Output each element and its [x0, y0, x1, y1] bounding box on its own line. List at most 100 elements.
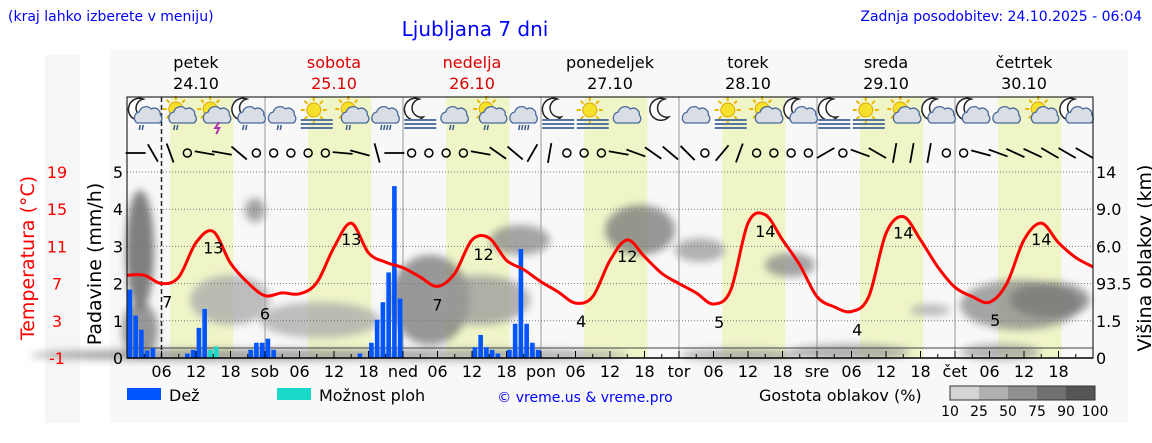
wind-calm-icon: [182, 148, 193, 158]
x-tick-label: 06: [979, 362, 999, 381]
cloud-density-level: 10: [941, 404, 959, 420]
moon-cloud-icon: [783, 97, 818, 124]
wind-calm-icon: [251, 148, 262, 158]
location-hint[interactable]: (kraj lahko izberete v meniju): [8, 9, 214, 25]
temp-max-label: 13: [341, 230, 361, 249]
precip-tick-label: 4: [113, 200, 123, 219]
sun-ray: [717, 100, 723, 105]
rain-bar: [489, 349, 495, 358]
sun-disc: [858, 102, 874, 118]
rain-streak: [527, 124, 530, 131]
page-title: Ljubljana 7 dni: [402, 17, 549, 41]
temp-tick-label: 15: [47, 200, 67, 219]
day-name: četrtek: [996, 53, 1054, 72]
cloud-shape: [612, 106, 642, 124]
rain-bar: [386, 272, 391, 358]
rain-bar: [254, 342, 259, 358]
temp-max-label: 14: [755, 222, 775, 241]
wind-barb-icon: [526, 143, 539, 163]
temp-min-label: 6: [260, 305, 270, 324]
wind-barb-icon: [1075, 147, 1094, 159]
wind-calm-icon: [320, 148, 331, 158]
x-tick-label: 12: [600, 362, 620, 381]
wind-barb-icon: [349, 149, 370, 157]
cloud-icon: [612, 106, 642, 124]
precipitation-bars: [127, 186, 541, 358]
x-tick-label: 12: [186, 362, 206, 381]
rain-streak: [176, 124, 179, 131]
x-tick-label: čet: [943, 362, 968, 381]
wind-calm-icon: [286, 148, 296, 158]
temp-max-label: 14: [1031, 230, 1051, 249]
rain-streak: [383, 124, 386, 131]
cloud-shape: [789, 106, 818, 124]
cloud-density-legend-label: Gostota oblakov (%): [759, 386, 922, 405]
wind-calm-icon: [562, 148, 572, 158]
cloud-rain-icon: [440, 106, 469, 131]
rain-streak: [245, 124, 248, 131]
sun-ray: [476, 99, 481, 104]
rain-bar: [484, 347, 489, 358]
cloud-density-swatch: [979, 386, 1008, 400]
sun-ray: [905, 99, 911, 104]
sun-ray: [200, 99, 205, 104]
x-tick-label: 06: [703, 362, 723, 381]
precip-tick-label: 3: [113, 237, 123, 256]
rain-legend-swatch: [127, 388, 161, 400]
wind-calm-icon: [700, 148, 710, 158]
x-tick-label: sob: [251, 362, 279, 381]
wind-barb-icon: [194, 150, 215, 156]
rain-bar: [392, 186, 397, 358]
day-name: ponedeljek: [566, 53, 655, 72]
rain-bar: [472, 347, 478, 358]
sun-cloud-thunder-icon: [197, 96, 232, 135]
wind-barb-icon: [892, 142, 898, 164]
wind-barb-icon: [1040, 147, 1059, 159]
cloud-density-swatch: [1008, 386, 1037, 400]
showers-bar: [213, 346, 219, 358]
rain-bar: [524, 323, 529, 358]
temp-tick-label: -1: [49, 349, 65, 368]
temp-min-label: 5: [990, 311, 1000, 330]
day-date: 30.10: [1001, 74, 1047, 93]
temp-min-label: 4: [852, 321, 862, 340]
wind-barb-icon: [547, 142, 553, 164]
cloud-shape: [340, 106, 370, 124]
rain-bar: [248, 349, 253, 358]
cloud-height-tick-label: 9.0: [1096, 200, 1121, 219]
sun-ray: [579, 100, 585, 105]
temp-tick-label: 7: [52, 275, 62, 294]
rain-bar: [478, 334, 483, 358]
x-tick-label: 06: [289, 362, 309, 381]
x-tick-label: 06: [841, 362, 861, 381]
wind-barb-icon: [816, 147, 835, 159]
rain-bar: [202, 308, 207, 358]
showers-bar: [208, 349, 213, 358]
sun-ray: [181, 99, 186, 104]
sun-ray: [319, 115, 324, 120]
rain-bar: [190, 349, 196, 358]
wind-barb-icon: [988, 148, 1008, 158]
cloud-shape: [509, 106, 538, 124]
rain-bar: [380, 302, 386, 358]
credit-link[interactable]: © vreme.us & vreme.pro: [497, 390, 672, 406]
rain-streak: [518, 124, 521, 131]
precip-tick-label: 1: [113, 312, 123, 331]
day-date: 28.10: [725, 74, 771, 93]
sun-ray: [595, 115, 600, 120]
wind-barb-icon: [626, 148, 646, 158]
wind-barb-icon: [1023, 147, 1043, 159]
day-date: 25.10: [311, 74, 357, 93]
cloud-shape: [961, 106, 991, 124]
wind-calm-icon: [579, 148, 589, 158]
temp-max-label: 12: [473, 245, 493, 264]
wind-barb-icon: [211, 150, 232, 156]
sun-ray: [733, 100, 738, 105]
temp-axis-label: Temperatura (°C): [17, 176, 39, 341]
sun-disc: [720, 102, 736, 118]
rain-streak: [524, 124, 527, 131]
showers-legend-swatch: [277, 388, 311, 400]
wind-calm-icon: [441, 148, 451, 158]
x-tick-label: 06: [427, 362, 447, 381]
